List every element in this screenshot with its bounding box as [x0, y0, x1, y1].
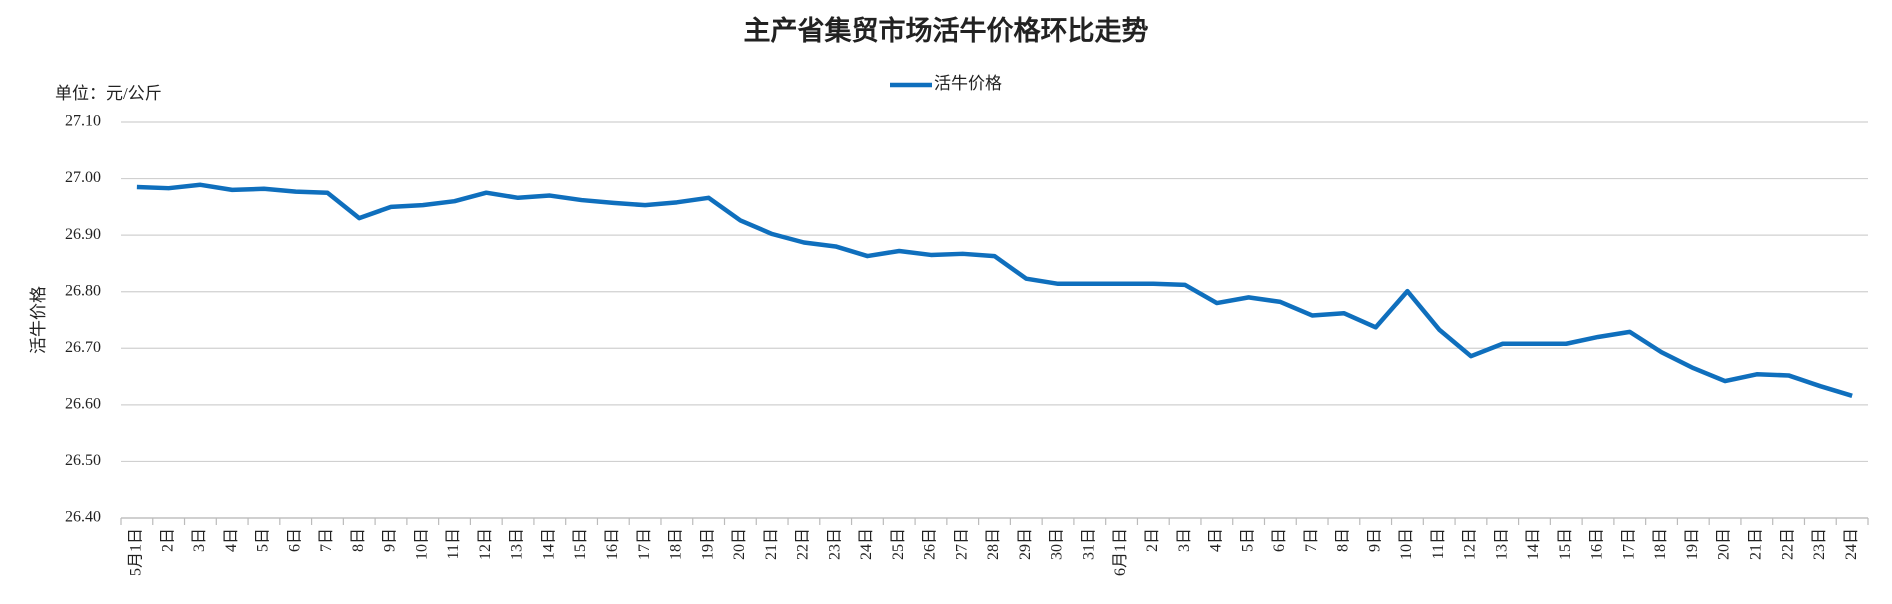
x-tick-label: 6日	[286, 528, 303, 552]
x-tick-label: 11日	[1430, 528, 1447, 559]
x-tick-label: 16日	[604, 528, 621, 560]
x-tick-label: 6月1日	[1112, 528, 1129, 576]
x-tick-label: 11日	[445, 528, 462, 559]
x-tick-label: 19日	[1684, 528, 1701, 560]
x-tick-label: 18日	[668, 528, 685, 560]
x-tick-label: 13日	[1493, 528, 1510, 560]
x-tick-label: 8日	[1335, 528, 1352, 552]
x-tick-label: 14日	[540, 528, 557, 560]
y-axis-label: 活牛价格	[29, 286, 48, 354]
x-tick-label: 14日	[1525, 528, 1542, 560]
unit-label: 单位：元/公斤	[55, 84, 162, 103]
x-tick-label: 5月1日	[128, 528, 145, 576]
x-tick-label: 12日	[477, 528, 494, 560]
y-tick-label: 26.60	[65, 396, 101, 413]
x-tick-label: 23日	[826, 528, 843, 560]
y-tick-label: 26.80	[65, 282, 101, 299]
x-tick-label: 30日	[1049, 528, 1066, 560]
x-tick-label: 17日	[1620, 528, 1637, 560]
y-tick-label: 26.90	[65, 226, 101, 243]
series-line	[136, 182, 1853, 398]
x-tick-label: 22日	[795, 528, 812, 560]
x-tick-label: 9日	[1366, 528, 1383, 552]
x-tick-label: 4日	[1208, 528, 1225, 552]
chart-title: 主产省集贸市场活牛价格环比走势	[744, 15, 1149, 46]
x-tick-label: 20日	[731, 528, 748, 560]
x-tick-label: 2日	[1144, 528, 1161, 552]
x-tick-label: 7日	[318, 528, 335, 552]
x-tick-label: 3日	[1176, 528, 1193, 552]
x-tick-label: 19日	[699, 528, 716, 560]
x-tick-label: 12日	[1462, 528, 1479, 560]
y-tick-label: 26.70	[65, 339, 101, 356]
x-tick-label: 23日	[1811, 528, 1828, 560]
x-tick-label: 20日	[1716, 528, 1733, 560]
x-tick-label: 31日	[1080, 528, 1097, 560]
x-tick-label: 22日	[1779, 528, 1796, 560]
x-tick-label: 5日	[1239, 528, 1256, 552]
x-tick-label: 6日	[1271, 528, 1288, 552]
x-tick-label: 28日	[985, 528, 1002, 560]
x-tick-label: 21日	[1747, 528, 1764, 560]
x-tick-label: 21日	[763, 528, 780, 560]
x-tick-label: 25日	[890, 528, 907, 560]
x-tick-label: 27日	[953, 528, 970, 560]
x-tick-label: 9日	[382, 528, 399, 552]
y-tick-label: 26.50	[65, 452, 101, 469]
y-tick-label: 27.10	[65, 113, 101, 130]
x-tick-label: 29日	[1017, 528, 1034, 560]
x-tick-label: 7日	[1303, 528, 1320, 552]
x-tick-label: 24日	[858, 528, 875, 560]
x-tick-label: 10日	[1398, 528, 1415, 560]
x-tick-label: 8日	[350, 528, 367, 552]
y-tick-label: 26.40	[65, 509, 101, 526]
x-tick-label: 4日	[223, 528, 240, 552]
x-tick-label: 17日	[636, 528, 653, 560]
x-tick-label: 15日	[1557, 528, 1574, 560]
x-tick-label: 18日	[1652, 528, 1669, 560]
x-tick-label: 15日	[572, 528, 589, 560]
x-tick-label: 2日	[159, 528, 176, 552]
y-tick-label: 27.00	[65, 169, 101, 186]
x-tick-label: 13日	[509, 528, 526, 560]
x-tick-label: 10日	[413, 528, 430, 560]
x-tick-label: 26日	[922, 528, 939, 560]
x-tick-label: 3日	[191, 528, 208, 552]
x-tick-label: 5日	[255, 528, 272, 552]
x-tick-label: 24日	[1843, 528, 1860, 560]
x-tick-label: 16日	[1589, 528, 1606, 560]
legend-label: 活牛价格	[934, 74, 1002, 93]
